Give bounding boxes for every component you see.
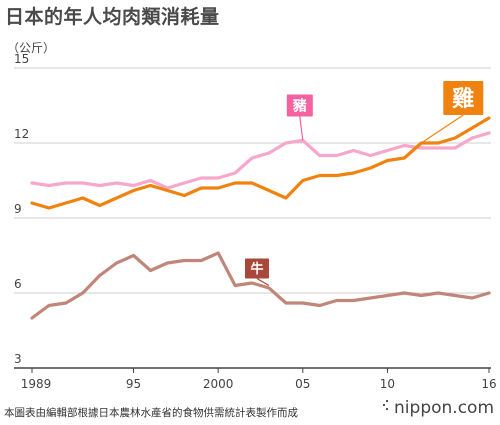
series-label-beef: 牛 — [250, 261, 263, 277]
y-tick-label: 9 — [14, 202, 22, 216]
label-badge-beef — [244, 258, 269, 279]
brand-text: nippon.com — [394, 398, 494, 418]
x-tick-label: 1989 — [21, 377, 52, 391]
x-tick-labels: 1989 95 2000 05 10 16 — [21, 368, 497, 391]
y-axis-unit-label: （公斤） — [7, 41, 56, 55]
series-label-chicken: 雞 — [451, 86, 474, 112]
series-label-pork: 豬 — [292, 98, 307, 115]
x-tick-label: 2000 — [203, 377, 234, 391]
gridlines — [14, 67, 491, 369]
label-badge-pork — [286, 94, 313, 117]
y-tick-label: 3 — [14, 352, 22, 366]
label-leader-beef — [256, 277, 270, 287]
y-tick-label: 15 — [14, 52, 29, 66]
source-note: 本圖表由編輯部根據日本農林水產省的食物供需統計表製作而成 — [4, 407, 298, 419]
series-line-pork — [30, 131, 491, 190]
y-tick-labels: 3 6 9 12 15 — [14, 52, 29, 366]
series-lines — [30, 116, 491, 320]
nippon-logo[interactable]: nippon.com — [382, 398, 494, 418]
y-tick-label: 6 — [14, 277, 22, 291]
label-leader-pork — [299, 116, 304, 141]
x-tick-label: 05 — [295, 377, 310, 391]
series-line-chicken — [30, 116, 491, 210]
series-labels: 豬 雞牛 — [244, 81, 484, 287]
x-tick-label: 10 — [380, 377, 395, 391]
y-tick-label: 12 — [14, 127, 29, 141]
label-badge-chicken — [443, 81, 484, 115]
series-line-beef — [30, 251, 491, 320]
chart-title: 日本的年人均肉類消耗量 — [5, 6, 220, 28]
label-leader-chicken — [420, 114, 464, 144]
dots-icon — [382, 398, 390, 412]
x-tick-label: 16 — [481, 377, 496, 391]
x-tick-label: 95 — [126, 377, 141, 391]
